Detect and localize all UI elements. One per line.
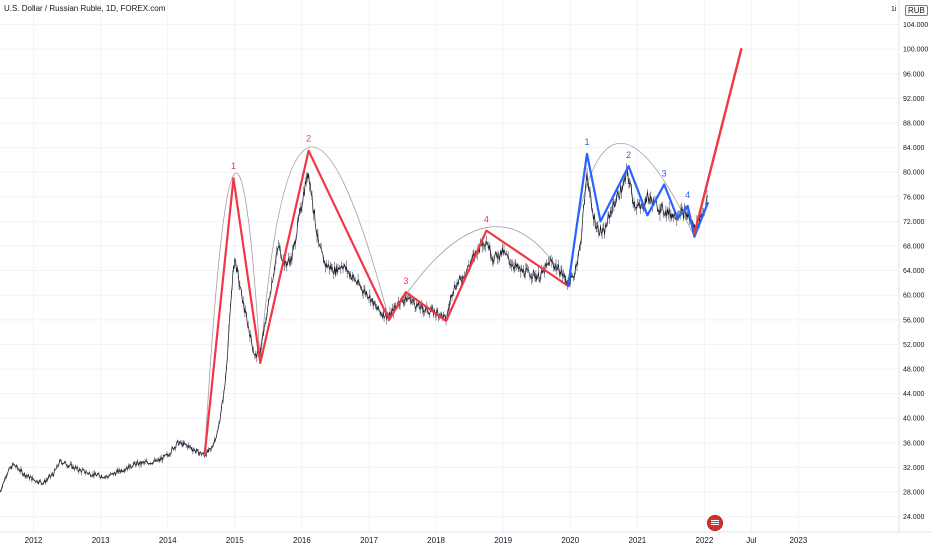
price-tick-label: 60.000 [903,293,925,300]
time-tick-label: 2022 [696,536,714,545]
time-tick-label: 2018 [427,536,445,545]
price-tick-label: 96.000 [903,71,925,78]
price-tick-label: 40.000 [903,416,925,423]
price-tick-label: 88.000 [903,121,925,128]
time-tick-label: 2016 [293,536,311,545]
price-tick-label: 44.000 [903,391,925,398]
time-tick-label: 2015 [226,536,244,545]
price-tick-label: 52.000 [903,342,925,349]
time-tick-label: 2020 [561,536,579,545]
price-tick-label: 36.000 [903,440,925,447]
price-tick-label: 84.000 [903,145,925,152]
wave-arc [388,226,569,321]
secondary-wave-label: 2 [626,150,631,160]
wave-arc [204,172,261,456]
time-tick-label: 2019 [494,536,512,545]
time-axis[interactable]: 2012 2013 2014 2015 2016 2017 2018 2019 2020 2021… [25,536,808,545]
price-tick-label: 64.000 [903,268,925,275]
price-tick-label: 48.000 [903,367,925,374]
time-tick-label: 2017 [360,536,378,545]
us-flag-event-icon[interactable] [707,515,723,531]
wave-lines [203,48,743,457]
secondary-wave-label: 3 [662,169,667,179]
primary-wave-label: 3 [403,276,408,286]
time-tick-label: 2014 [159,536,177,545]
price-tick-label: 76.000 [903,194,925,201]
price-axis[interactable]: 24.000 28.000 32.000 36.000 40.000 44.000 48.0… [903,22,928,521]
time-tick-label: 2021 [628,536,646,545]
primary-wave-line [203,149,570,457]
symbol-title: U.S. Dollar / Russian Ruble, 1D, FOREX.c… [4,4,166,13]
time-tick-label: Jul [746,536,756,545]
chart-grid [0,0,899,532]
price-tick-label: 104.000 [903,22,928,29]
time-tick-label: 2023 [789,536,807,545]
wave-labels: 1 2 3 4 1 2 3 4 [231,133,690,286]
price-tick-label: 72.000 [903,219,925,226]
price-series [0,163,709,493]
projection-line [693,48,743,235]
price-tick-label: 68.000 [903,244,925,251]
price-tick-label: 56.000 [903,317,925,324]
currency-prefix: 1i [891,6,897,13]
secondary-wave-label: 4 [685,190,690,200]
price-tick-label: 80.000 [903,170,925,177]
price-tick-label: 32.000 [903,465,925,472]
price-line [0,167,709,493]
secondary-wave-line [567,152,709,288]
primary-wave-label: 2 [306,133,311,143]
time-tick-label: 2012 [25,536,43,545]
primary-wave-label: 4 [484,215,489,225]
wave-arc [259,146,390,363]
currency-badge[interactable]: RUB [905,5,928,16]
primary-wave-label: 1 [231,161,236,171]
price-tick-label: 28.000 [903,490,925,497]
price-tick-label: 92.000 [903,96,925,103]
price-tick-label: 100.000 [903,47,928,54]
time-tick-label: 2013 [92,536,110,545]
secondary-wave-label: 1 [585,137,590,147]
price-tick-label: 24.000 [903,514,925,521]
